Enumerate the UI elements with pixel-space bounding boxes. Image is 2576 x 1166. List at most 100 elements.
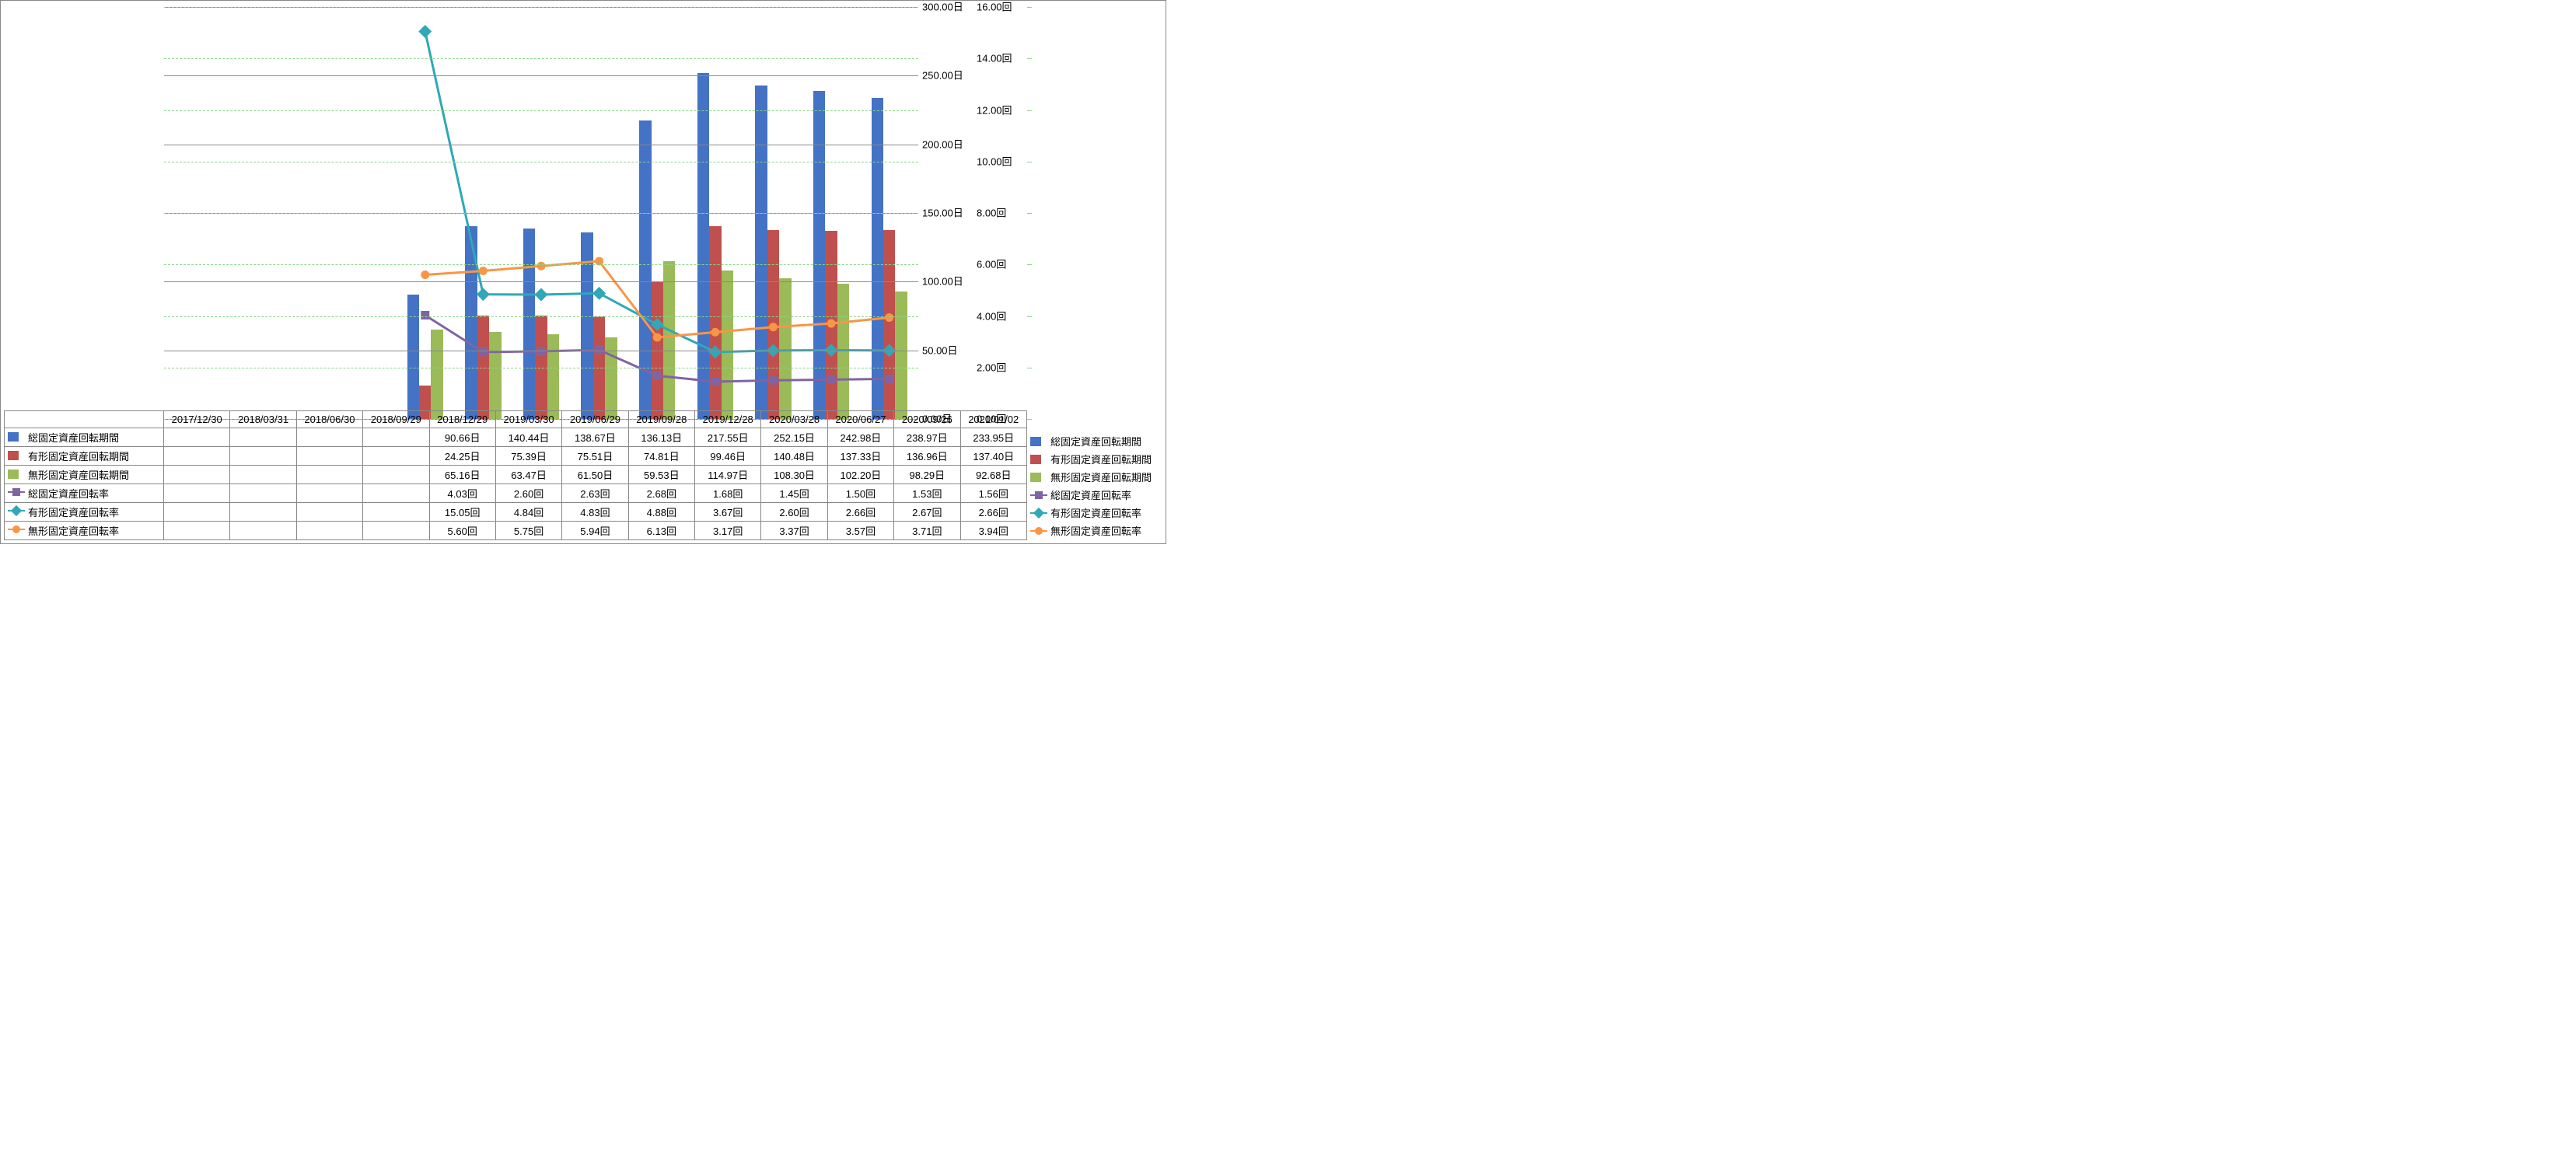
bar-s1 (407, 295, 419, 419)
bar-s1 (813, 91, 825, 419)
y2-tick-label: 14.00回 (977, 51, 1027, 65)
data-cell: 98.29日 (894, 466, 960, 484)
data-cell: 74.81日 (628, 447, 694, 466)
data-cell: 3.37回 (761, 522, 827, 540)
data-cell: 90.66日 (429, 428, 495, 447)
data-cell: 1.45回 (761, 484, 827, 503)
bar-s1 (581, 232, 592, 419)
data-cell: 136.96日 (894, 447, 960, 466)
data-cell: 75.39日 (495, 447, 561, 466)
data-cell: 233.95日 (960, 428, 1027, 447)
date-header: 2019/03/30 (495, 411, 561, 428)
data-cell: 138.67日 (562, 428, 628, 447)
data-cell (296, 428, 362, 447)
data-cell (363, 503, 429, 522)
date-header: 2020/09/26 (894, 411, 960, 428)
series-label-s1: 総固定資産回転期間 (5, 428, 164, 447)
bar-s3 (547, 334, 559, 419)
bar-s1 (639, 120, 651, 419)
bar-s1 (872, 98, 883, 419)
y1-tick-label: 200.00日 (922, 136, 973, 151)
data-cell: 108.30日 (761, 466, 827, 484)
data-cell: 1.56回 (960, 484, 1027, 503)
data-cell: 1.68回 (695, 484, 761, 503)
chart-container: 0.00日50.00日100.00日150.00日200.00日250.00日3… (0, 0, 1166, 544)
data-cell: 24.25日 (429, 447, 495, 466)
bar-s3 (489, 332, 501, 419)
bar-s1 (523, 229, 535, 419)
data-cell (230, 466, 296, 484)
data-cell: 2.68回 (628, 484, 694, 503)
legend-label: 有形固定資産回転期間 (1050, 452, 1152, 466)
date-header: 2020/06/27 (827, 411, 893, 428)
data-cell: 3.67回 (695, 503, 761, 522)
data-cell: 252.15日 (761, 428, 827, 447)
data-cell: 59.53日 (628, 466, 694, 484)
legend-item-s1: 総固定資産回転期間 (1030, 432, 1161, 450)
y1-tick-label: 100.00日 (922, 274, 973, 288)
legend-label: 有形固定資産回転率 (1050, 505, 1141, 520)
data-cell: 4.83回 (562, 503, 628, 522)
data-cell: 4.88回 (628, 503, 694, 522)
date-header: 2019/09/28 (628, 411, 694, 428)
data-cell (230, 447, 296, 466)
data-cell: 140.48日 (761, 447, 827, 466)
data-cell (230, 503, 296, 522)
legend-item-s4: 総固定資産回転率 (1030, 486, 1161, 504)
data-cell: 2.66回 (827, 503, 893, 522)
legend-label: 総固定資産回転率 (1050, 487, 1131, 502)
data-cell: 5.75回 (495, 522, 561, 540)
series-label-s2: 有形固定資産回転期間 (5, 447, 164, 466)
data-cell: 238.97日 (894, 428, 960, 447)
data-cell: 217.55日 (695, 428, 761, 447)
legend-right: 総固定資産回転期間有形固定資産回転期間無形固定資産回転期間総固定資産回転率有形固… (1030, 432, 1161, 539)
legend-label: 無形固定資産回転率 (1050, 523, 1141, 538)
data-cell: 1.50回 (827, 484, 893, 503)
data-cell: 114.97日 (695, 466, 761, 484)
legend-label: 総固定資産回転期間 (1050, 434, 1141, 449)
data-cell (296, 484, 362, 503)
data-cell (164, 522, 230, 540)
bar-s2 (767, 230, 779, 419)
data-cell (164, 428, 230, 447)
plot-region: 0.00日50.00日100.00日150.00日200.00日250.00日3… (164, 7, 918, 419)
data-cell: 2.60回 (495, 484, 561, 503)
bar-s2 (709, 226, 721, 419)
date-header: 2017/12/30 (164, 411, 230, 428)
y2-tick-label: 10.00回 (977, 153, 1027, 168)
data-cell: 6.13回 (628, 522, 694, 540)
chart-plot-area: 0.00日50.00日100.00日150.00日200.00日250.00日3… (164, 7, 1027, 419)
data-cell: 15.05回 (429, 503, 495, 522)
y2-tick-label: 12.00回 (977, 102, 1027, 117)
data-cell (230, 522, 296, 540)
data-cell: 2.67回 (894, 503, 960, 522)
series-label-s4: 総固定資産回転率 (5, 484, 164, 503)
data-cell: 99.46日 (695, 447, 761, 466)
data-cell (230, 428, 296, 447)
legend-item-s5: 有形固定資産回転率 (1030, 504, 1161, 522)
y1-tick-label: 250.00日 (922, 68, 973, 82)
data-cell: 242.98日 (827, 428, 893, 447)
data-cell (296, 522, 362, 540)
data-cell: 5.60回 (429, 522, 495, 540)
data-cell (363, 447, 429, 466)
bar-s3 (431, 330, 442, 419)
data-table: 2017/12/302018/03/312018/06/302018/09/29… (4, 410, 1027, 540)
data-cell: 136.13日 (628, 428, 694, 447)
data-cell: 3.71回 (894, 522, 960, 540)
bar-s3 (605, 337, 617, 419)
y1-tick-label: 150.00日 (922, 205, 973, 220)
date-header: 2018/12/29 (429, 411, 495, 428)
date-header: 2020/03/28 (761, 411, 827, 428)
data-cell: 4.84回 (495, 503, 561, 522)
bar-s3 (837, 284, 849, 419)
data-cell (363, 484, 429, 503)
data-cell (296, 447, 362, 466)
bar-s1 (755, 86, 767, 419)
bar-s3 (722, 271, 733, 419)
series-label-s5: 有形固定資産回転率 (5, 503, 164, 522)
y2-tick-label: 16.00回 (977, 0, 1027, 14)
data-cell: 63.47日 (495, 466, 561, 484)
y2-tick-label: 6.00回 (977, 257, 1027, 271)
y2-tick-label: 8.00回 (977, 205, 1027, 220)
